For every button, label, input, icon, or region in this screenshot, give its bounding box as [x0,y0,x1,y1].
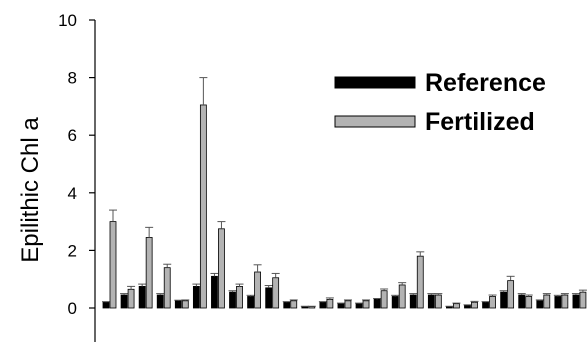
reference-bar [247,296,254,309]
fertilized-bar [290,300,298,309]
fertilized-bar [561,294,569,309]
reference-bar [229,291,236,309]
reference-bar [192,285,200,309]
y-tick-label: 6 [68,126,77,145]
y-axis-ticks: 0 2 4 6 8 10 [58,11,95,318]
reference-bar [120,294,128,309]
fertilized-bar [308,306,316,309]
fertilized-bar [398,284,406,309]
reference-bar [265,287,273,309]
fertilized-bar [471,301,478,309]
y-tick-label: 4 [68,184,77,203]
legend: Reference Fertilized [334,69,546,136]
reference-bar [373,298,381,309]
reference-bar [572,294,580,309]
reference-bar [319,301,327,309]
fertilized-bar [163,267,171,309]
fertilized-bar [453,303,460,309]
reference-bar [156,294,164,309]
reference-bar [174,300,182,309]
series-fertilized [109,77,587,309]
reference-bar [138,285,146,309]
fertilized-bar [362,300,370,309]
fertilized-bar [236,285,243,309]
fertilized-bar [434,294,442,309]
reference-bar [102,301,110,309]
reference-bar [500,291,508,309]
reference-bar [464,304,471,309]
reference-bar [283,301,291,309]
reference-bar [427,294,435,309]
fertilized-bar [525,296,533,309]
y-tick-label: 0 [68,299,77,318]
fertilized-bar [344,300,352,309]
fertilized-bar [380,290,388,309]
reference-bar [409,294,417,309]
y-tick-label: 8 [68,69,77,88]
reference-bar [518,294,526,309]
legend-item-reference: Reference [334,69,546,97]
reference-bar [482,301,489,309]
legend-swatch-fertilized [334,115,416,128]
y-tick-label: 2 [68,241,77,260]
fertilized-bar [199,104,207,309]
legend-label-reference: Reference [425,69,546,97]
fertilized-bar [543,294,551,309]
reference-bar [554,296,562,309]
fertilized-bar [181,300,189,309]
y-axis-title: Epilithic Chl a [17,117,44,263]
reference-bar [211,275,218,309]
fertilized-bar [489,296,496,309]
fertilized-bar [145,237,153,309]
fertilized-bar [218,228,225,309]
fertilized-bar [254,271,261,309]
reference-bar [536,300,544,309]
reference-bar [337,303,345,309]
series-reference [102,272,580,309]
legend-item-fertilized: Fertilized [334,108,535,136]
reference-bar [355,303,363,309]
fertilized-bar [579,291,587,309]
fertilized-bar [507,280,515,309]
fertilized-bar [326,298,334,309]
fertilized-bar [109,221,117,309]
fertilized-bar [272,277,280,309]
fertilized-bar [127,288,135,309]
legend-label-fertilized: Fertilized [425,108,535,136]
legend-swatch-reference [334,76,416,89]
reference-bar [301,306,309,309]
y-tick-label: 10 [58,11,77,30]
reference-bar [391,296,399,309]
fertilized-bar [416,255,424,309]
reference-bar [446,306,453,309]
bars [102,77,587,309]
